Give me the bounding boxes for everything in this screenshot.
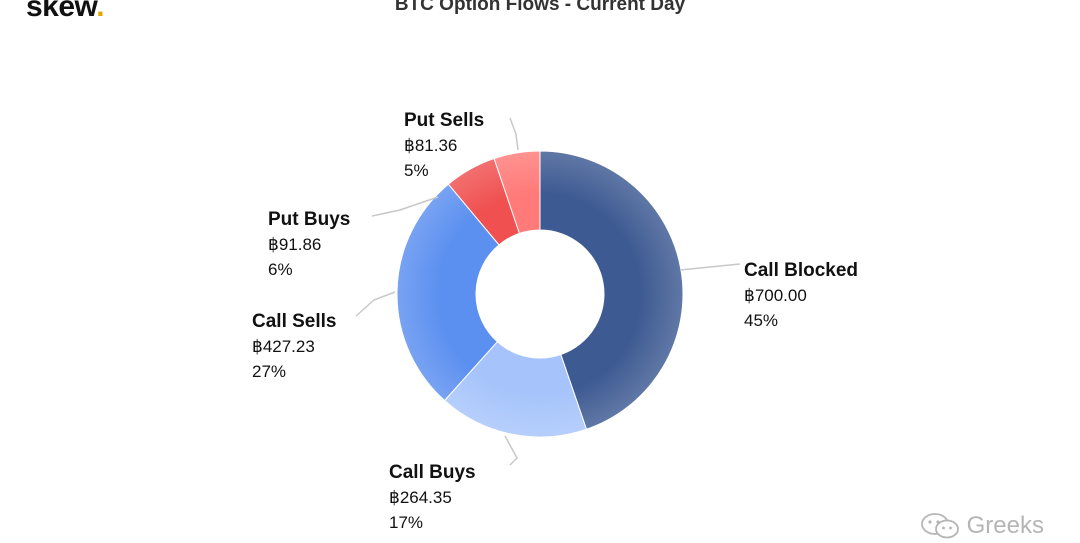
donut-hole [477, 231, 603, 357]
label-percent-put-sells: 5% [404, 161, 429, 180]
watermark-text: Greeks [966, 512, 1044, 539]
label-name-put-buys: Put Buys [268, 209, 350, 230]
watermark: Greeks [919, 511, 1044, 541]
label-value-call-sells: ฿427.23 [252, 337, 315, 356]
label-percent-call-sells: 27% [252, 362, 286, 381]
slice-labels: Call Blocked ฿700.00 45% Call Buys ฿264.35 17… [252, 110, 858, 532]
label-value-put-buys: ฿91.86 [268, 235, 321, 254]
brand-logo: skew. [26, 0, 105, 24]
connector-call-blocked [679, 263, 741, 271]
label-name-put-sells: Put Sells [404, 110, 484, 131]
label-value-put-sells: ฿81.36 [404, 136, 457, 155]
label-percent-put-buys: 6% [268, 260, 293, 279]
label-name-call-buys: Call Buys [389, 462, 476, 483]
connector-put-buys [371, 196, 439, 217]
label-connectors [355, 117, 741, 466]
connector-put-sells [509, 117, 519, 151]
connector-call-sells [355, 291, 396, 317]
wechat-icon [920, 513, 959, 539]
label-name-call-blocked: Call Blocked [744, 260, 858, 281]
label-value-call-blocked: ฿700.00 [744, 286, 807, 305]
brand-dot: . [96, 0, 105, 23]
label-percent-call-blocked: 45% [744, 311, 778, 330]
label-percent-call-buys: 17% [389, 513, 423, 532]
chart-title: BTC Option Flows - Current Day [394, 0, 686, 15]
label-value-call-buys: ฿264.35 [389, 488, 452, 507]
label-name-call-sells: Call Sells [252, 311, 337, 332]
brand-name: skew [26, 0, 97, 23]
connector-call-buys [504, 435, 518, 466]
donut-slices [396, 150, 684, 438]
